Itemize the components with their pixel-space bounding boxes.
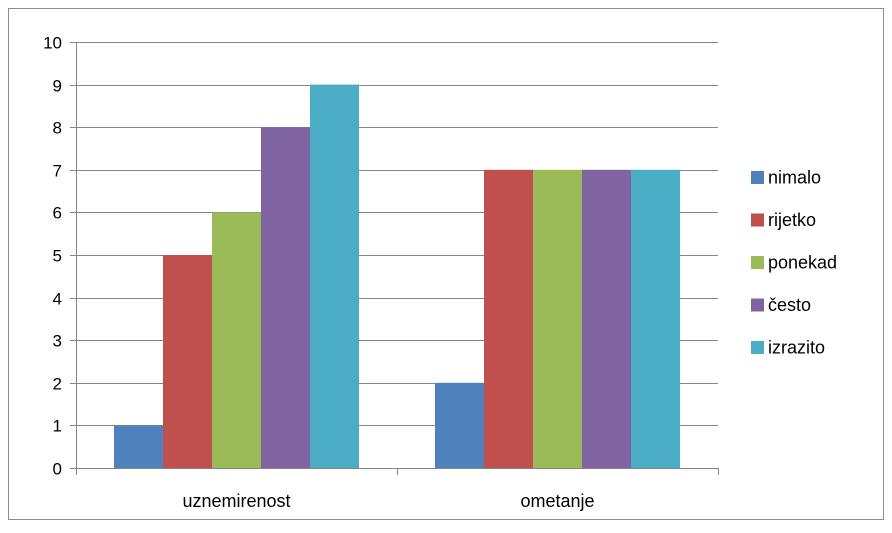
bar-nimalo-uznemirenost xyxy=(114,425,163,468)
y-tick-label: 7 xyxy=(53,162,62,181)
y-tick-label: 4 xyxy=(53,290,62,309)
legend-label: rijetko xyxy=(768,210,816,230)
legend-swatch-nimalo xyxy=(751,171,764,184)
bar-nimalo-ometanje xyxy=(435,382,484,468)
bar-često-uznemirenost xyxy=(261,127,310,468)
bar-ponekad-uznemirenost xyxy=(212,212,261,468)
bar-izrazito-ometanje xyxy=(631,169,680,469)
y-tick-label: 5 xyxy=(53,247,62,266)
x-category-label: ometanje xyxy=(520,491,594,511)
y-tick-label: 3 xyxy=(53,332,62,351)
legend-label: nimalo xyxy=(768,168,821,188)
bar-rijetko-ometanje xyxy=(484,169,533,469)
axes xyxy=(70,42,719,475)
bar-izrazito-uznemirenost xyxy=(310,84,359,468)
y-tick-label: 1 xyxy=(53,417,62,436)
legend-label: često xyxy=(768,295,811,315)
y-tick-label: 0 xyxy=(53,460,62,479)
legend-label: ponekad xyxy=(768,253,837,273)
legend-swatch-izrazito xyxy=(751,341,764,354)
bar-rijetko-uznemirenost xyxy=(163,255,212,468)
bar-ponekad-ometanje xyxy=(533,169,582,469)
legend-swatch-rijetko xyxy=(751,213,764,227)
legend-swatch-ponekad xyxy=(751,256,764,269)
bars xyxy=(114,84,680,469)
y-tick-label: 9 xyxy=(53,77,62,96)
bar-često-ometanje xyxy=(582,169,631,469)
y-axis-tick-labels: 0 1 2 3 4 5 6 7 8 9 10 xyxy=(43,34,62,479)
y-tick-label: 6 xyxy=(53,204,62,223)
y-tick-label: 10 xyxy=(43,34,62,53)
x-category-label: uznemirenost xyxy=(182,491,290,511)
y-tick-label: 2 xyxy=(53,375,62,394)
x-axis-category-labels: uznemirenost ometanje xyxy=(182,491,594,511)
legend: nimalo rijetko ponekad često izrazito xyxy=(751,168,837,358)
legend-swatch-često xyxy=(751,298,764,312)
y-tick-label: 8 xyxy=(53,119,62,138)
legend-label: izrazito xyxy=(768,338,825,358)
